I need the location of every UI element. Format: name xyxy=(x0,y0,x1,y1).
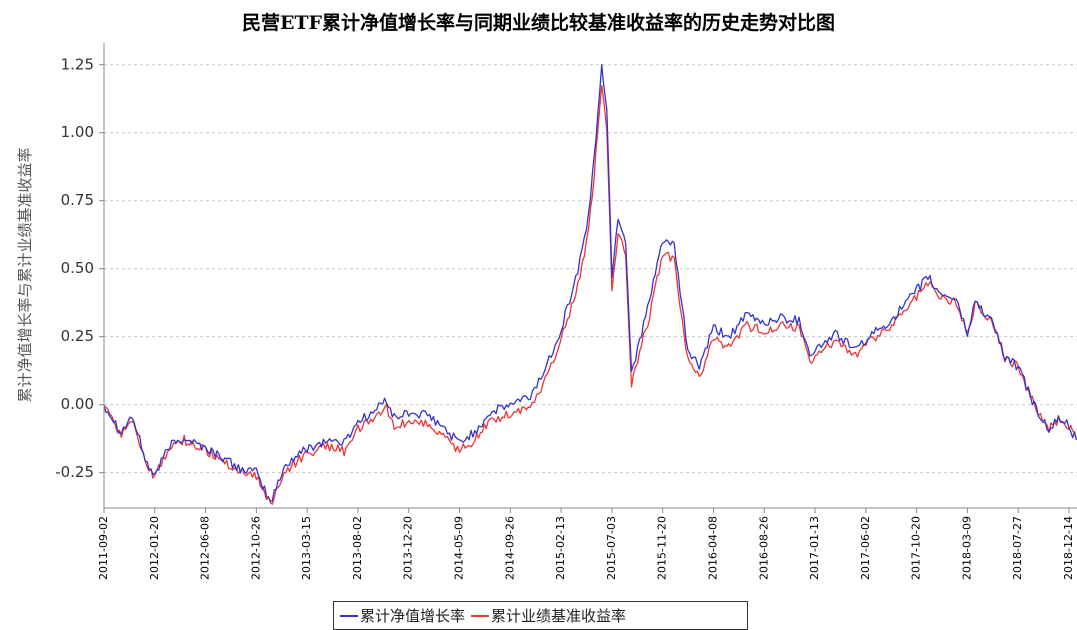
x-tick-label: 2014-05-09 xyxy=(453,516,466,580)
series-line xyxy=(103,84,1077,505)
x-tick-label: 2013-08-02 xyxy=(351,516,364,580)
legend-swatch-benchmark xyxy=(471,614,490,617)
plot-area xyxy=(104,43,1077,508)
x-tick-label: 2015-11-20 xyxy=(656,516,669,580)
y-axis: 1.25 1.00 0.75 0.50 0.25 0.00 -0.25 xyxy=(55,55,104,481)
x-tick-label: 2016-08-26 xyxy=(757,516,770,580)
x-tick-label: 2012-10-26 xyxy=(249,516,262,580)
y-tick-label: 1.25 xyxy=(61,55,94,73)
y-tick-label: -0.25 xyxy=(55,463,94,481)
x-tick-label: 2014-09-26 xyxy=(503,516,516,580)
legend-swatch-nav xyxy=(340,614,358,617)
y-tick-label: 0.75 xyxy=(61,191,94,209)
x-tick-label: 2018-07-27 xyxy=(1011,516,1024,580)
x-tick-label: 2013-12-20 xyxy=(402,516,415,580)
x-tick-label: 2015-02-13 xyxy=(554,516,567,580)
y-axis-label: 累计净值增长率与累计业绩基准收益率 xyxy=(16,147,34,402)
x-tick-label: 2012-06-08 xyxy=(199,516,212,580)
x-tick-label: 2017-10-20 xyxy=(910,516,923,580)
y-tick-label: 0.50 xyxy=(61,259,94,277)
x-tick-label: 2017-01-13 xyxy=(808,516,821,580)
x-tick-label: 2015-07-03 xyxy=(605,516,618,580)
y-tick-label: 0.00 xyxy=(61,395,94,413)
legend-item-benchmark: 累计业绩基准收益率 xyxy=(471,605,626,626)
x-tick-label: 2018-12-14 xyxy=(1062,516,1075,580)
legend: 累计净值增长率 累计业绩基准收益率 xyxy=(333,601,748,630)
line-chart: 1.25 1.00 0.75 0.50 0.25 0.00 -0.25 2011-09-02… xyxy=(16,43,1077,580)
x-axis: 2011-09-02 2012-01-20 2012-06-08 2012-10-26… xyxy=(97,508,1075,580)
legend-item-nav: 累计净值增长率 xyxy=(340,605,465,626)
series-lines xyxy=(103,64,1077,505)
x-tick-label: 2018-03-09 xyxy=(960,516,973,580)
x-tick-label: 2012-01-20 xyxy=(148,516,161,580)
legend-label-nav: 累计净值增长率 xyxy=(360,607,466,625)
series-line xyxy=(103,64,1077,502)
x-tick-label: 2013-03-15 xyxy=(300,516,313,580)
legend-label-benchmark: 累计业绩基准收益率 xyxy=(491,607,627,625)
x-tick-label: 2011-09-02 xyxy=(97,516,110,580)
x-tick-label: 2016-04-08 xyxy=(706,516,719,580)
y-tick-label: 1.00 xyxy=(61,123,94,141)
y-tick-label: 0.25 xyxy=(61,327,94,345)
x-tick-label: 2017-06-02 xyxy=(859,516,872,580)
chart-title: 民营ETF累计净值增长率与同期业绩比较基准收益率的历史走势对比图 xyxy=(241,12,836,34)
